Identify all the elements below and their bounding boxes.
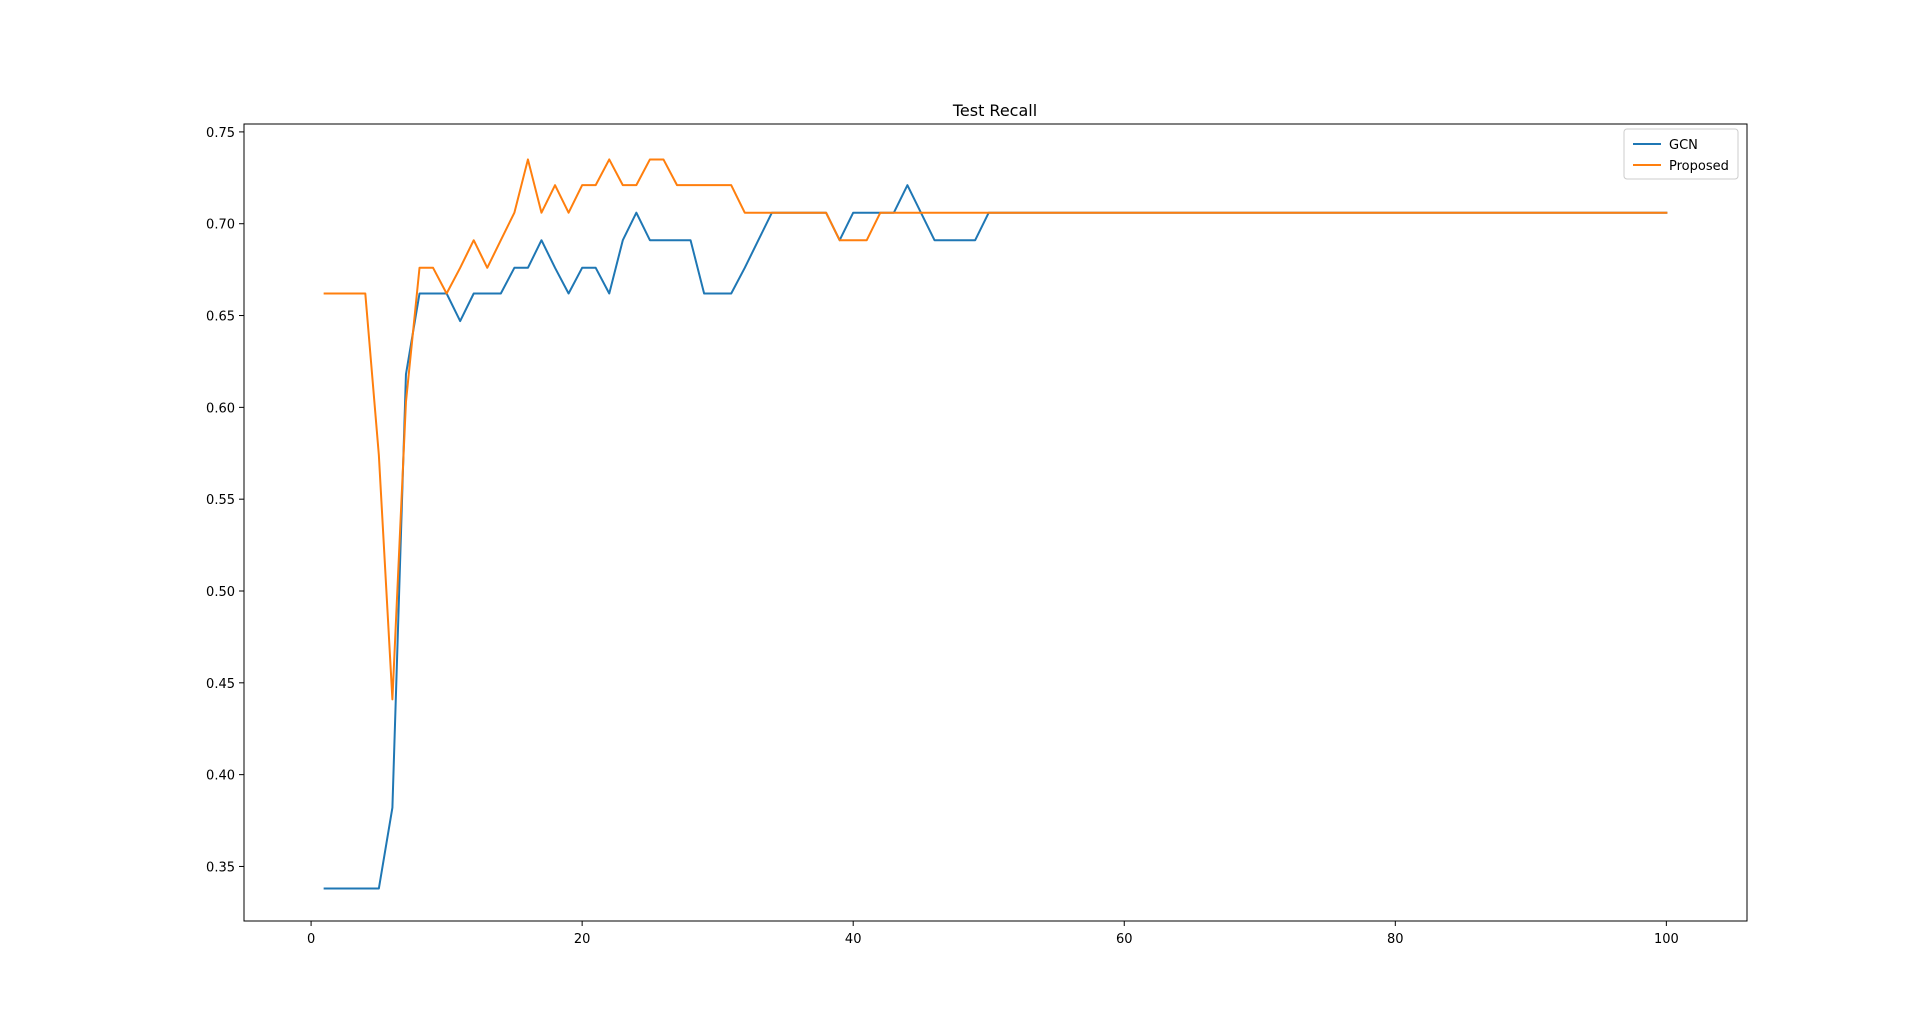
x-tick-label: 40 [845,932,862,947]
legend-label-gcn: GCN [1669,138,1698,153]
axes: 0 20 40 60 80 100 0.35 0.40 0.45 0.50 0.55 0.60 0.65… [206,126,1679,947]
y-tick-label: 0.65 [206,310,235,325]
y-tick-label: 0.70 [206,218,235,233]
series-line-proposed [323,158,1668,701]
legend-label-proposed: Proposed [1669,159,1729,174]
y-tick-label: 0.40 [206,769,235,784]
x-tick-label: 60 [1116,932,1133,947]
y-tick-label: 0.75 [206,126,235,141]
legend: GCN Proposed [1623,128,1739,180]
x-tick-label: 20 [574,932,591,947]
series-lines [323,158,1668,890]
x-tick-label: 80 [1387,932,1404,947]
y-tick-label: 0.55 [206,493,235,508]
plot-frame [243,123,1748,922]
y-tick-label: 0.45 [206,677,235,692]
chart-title: Test Recall [952,101,1037,120]
x-tick-label: 100 [1654,932,1679,947]
y-tick-label: 0.60 [206,401,235,416]
legend-box [1623,128,1739,180]
y-tick-label: 0.35 [206,860,235,875]
y-tick-label: 0.50 [206,585,235,600]
x-tick-label: 0 [307,932,315,947]
